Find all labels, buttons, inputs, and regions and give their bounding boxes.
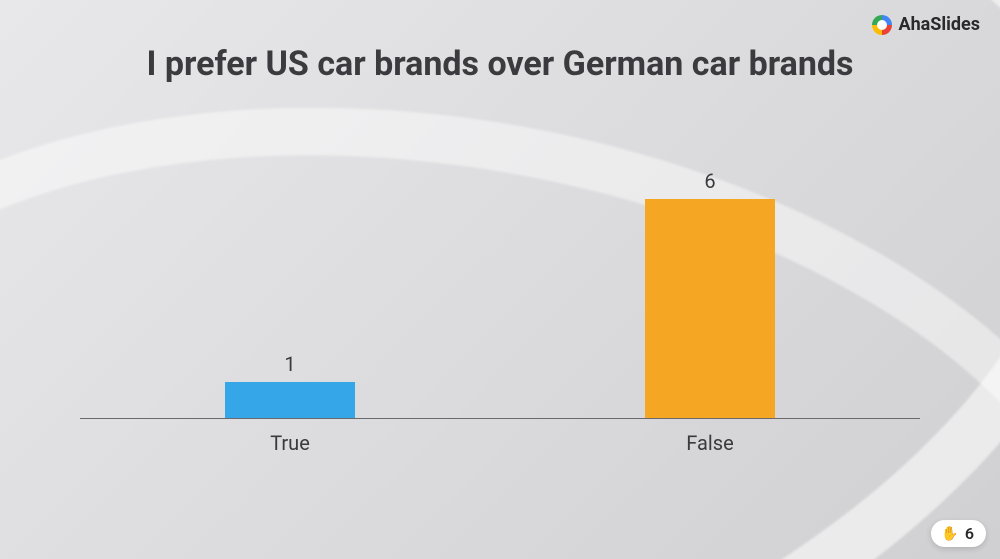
slide-title: I prefer US car brands over German car b… bbox=[0, 44, 1000, 84]
bar-value: 1 bbox=[284, 352, 295, 376]
vote-count: 6 bbox=[965, 524, 974, 543]
bar-group-true: 1True bbox=[122, 352, 458, 419]
bar-group-false: 6False bbox=[542, 169, 878, 419]
slide: AhaSlides I prefer US car brands over Ge… bbox=[0, 0, 1000, 559]
bar-label: True bbox=[270, 431, 310, 455]
poll-bar-chart: 1True 6False bbox=[80, 150, 920, 449]
bar bbox=[225, 382, 355, 419]
bars-container: 1True 6False bbox=[80, 150, 920, 419]
x-axis bbox=[80, 418, 920, 419]
bar bbox=[645, 199, 775, 419]
brand-name: AhaSlides bbox=[898, 14, 980, 35]
ahaslides-logo-icon bbox=[872, 15, 892, 35]
vote-count-badge: ✋ 6 bbox=[931, 520, 986, 547]
bar-label: False bbox=[686, 431, 733, 455]
bar-value: 6 bbox=[704, 169, 715, 193]
raised-hand-icon: ✋ bbox=[941, 526, 958, 542]
brand-logo-block: AhaSlides bbox=[872, 14, 980, 35]
